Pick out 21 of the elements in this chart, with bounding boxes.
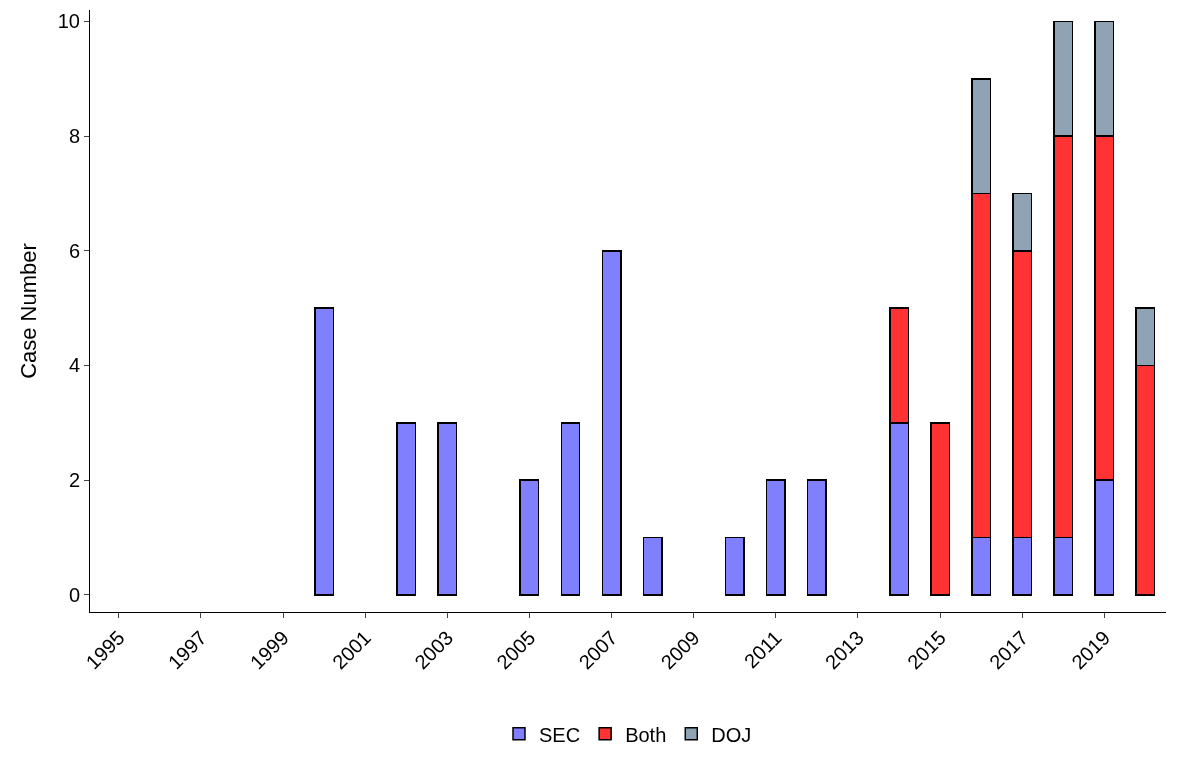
bar [724,536,745,596]
bar [437,422,458,596]
y-tick-label: 0 [68,583,80,606]
bar [765,479,786,596]
bar [601,250,622,596]
bar [519,479,540,596]
y-tick-label: 4 [68,354,80,377]
bar [560,422,581,596]
y-tick-label: 6 [68,239,80,262]
bar [642,536,663,596]
y-tick-label: 10 [57,10,80,33]
legend-label: SEC [539,723,581,746]
y-tick-label: 2 [68,469,80,492]
y-axis-title: Case Number [15,243,41,379]
legend-label: Both [625,723,667,746]
legend-label: DOJ [711,723,752,746]
bar [314,307,335,596]
bar [930,422,951,596]
bar [396,422,417,596]
y-tick-label: 8 [68,125,80,148]
bar [806,479,827,596]
